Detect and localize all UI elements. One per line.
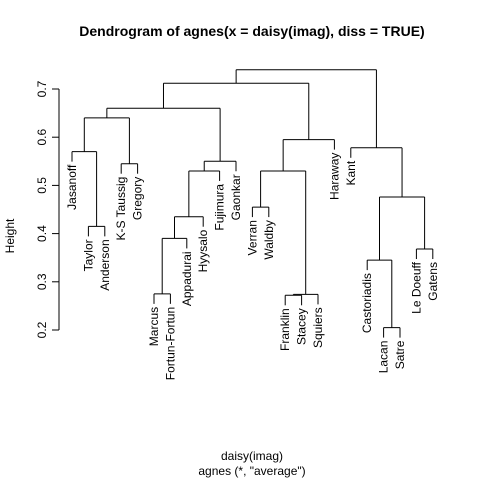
leaf-label: Franklin xyxy=(278,308,292,351)
leaf-label: Marcus xyxy=(147,307,161,346)
leaf-label: Jasanoff xyxy=(65,164,79,210)
y-axis: 0.2 0.3 0.4 0.5 0.6 0.7 xyxy=(35,80,60,338)
leaf-label: Fujimura xyxy=(213,184,227,231)
leaf-label: Squiers xyxy=(311,307,325,348)
leaf-label: Gatens xyxy=(426,262,440,301)
leaf-label: Hyysalo xyxy=(196,229,210,272)
dendrogram-links xyxy=(71,69,434,338)
leaf-label: Lacan xyxy=(377,341,391,374)
leaf-label: Fortun-Fortun xyxy=(163,307,177,380)
leaf-label: Kant xyxy=(344,160,358,185)
leaf-label: Taylor xyxy=(81,239,95,271)
leaf-label: Anderson xyxy=(98,239,112,290)
y-tick-label: 0.7 xyxy=(35,80,49,97)
y-tick-label: 0.2 xyxy=(35,321,49,338)
leaf-label: Gaonkar xyxy=(229,174,243,220)
x-axis-label: daisy(imag) xyxy=(221,449,283,463)
leaf-label: Haraway xyxy=(327,153,341,200)
leaf-label: Castoriadis xyxy=(360,273,374,333)
leaf-label: K-S Taussig xyxy=(114,177,128,241)
y-tick-label: 0.6 xyxy=(35,129,49,146)
leaf-label: Appadurai xyxy=(180,251,194,306)
y-tick-label: 0.4 xyxy=(35,225,49,242)
x-axis-sublabel: agnes (*, "average") xyxy=(198,464,305,478)
chart-title: Dendrogram of agnes(x = daisy(imag), dis… xyxy=(79,23,424,39)
leaf-label: Satre xyxy=(393,340,407,369)
leaf-label: Gregory xyxy=(131,177,145,220)
leaf-label: Stacey xyxy=(295,308,309,345)
leaf-label: Waldby xyxy=(262,220,276,260)
y-axis-label: Height xyxy=(3,218,17,253)
y-tick-label: 0.5 xyxy=(35,177,49,194)
leaf-label: Le Doeuff xyxy=(409,261,423,313)
leaf-label: Verran xyxy=(245,220,259,255)
y-tick-label: 0.3 xyxy=(35,273,49,290)
